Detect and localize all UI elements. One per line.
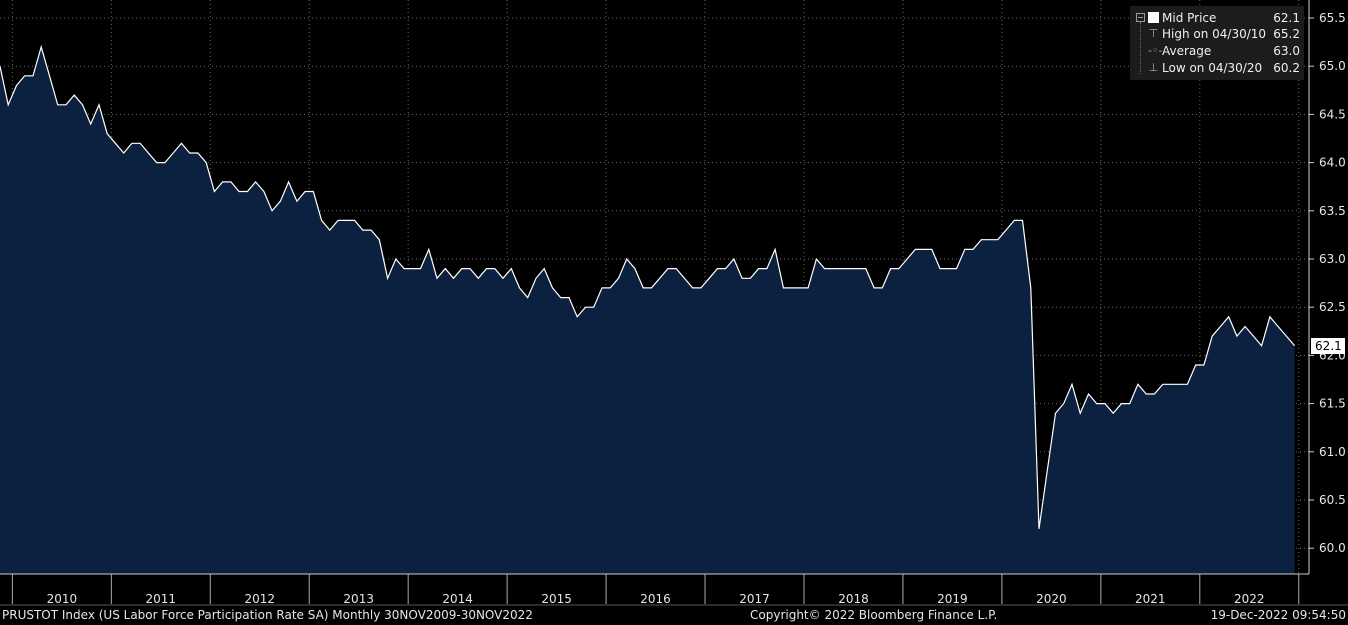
legend-value: 60.2 xyxy=(1273,61,1300,75)
legend-row-average[interactable]: -◦- Average 63.0 xyxy=(1130,43,1304,59)
legend-row-high[interactable]: ⊤ High on 04/30/10 65.2 xyxy=(1130,26,1304,42)
x-tick-label: 2011 xyxy=(146,592,177,606)
y-tick-label: 63.5 xyxy=(1319,204,1346,218)
x-tick-label: 2019 xyxy=(937,592,968,606)
legend-row-mid-price[interactable]: Mid Price 62.1 xyxy=(1130,10,1304,26)
footer: PRUSTOT Index (US Labor Force Participat… xyxy=(0,606,1348,625)
last-value-label: 62.1 xyxy=(1311,337,1345,354)
x-tick-label: 2016 xyxy=(640,592,671,606)
legend-value: 65.2 xyxy=(1273,27,1300,41)
y-tick-label: 63.0 xyxy=(1319,252,1346,266)
legend: Mid Price 62.1 ⊤ High on 04/30/10 65.2 -… xyxy=(1130,6,1304,80)
legend-collapse-icon[interactable] xyxy=(1136,13,1145,22)
y-tick-label: 62.5 xyxy=(1319,300,1346,314)
mid-price-area xyxy=(0,46,1295,574)
x-tick-label: 2017 xyxy=(739,592,770,606)
x-tick-label: 2014 xyxy=(442,592,473,606)
legend-label: Average xyxy=(1162,44,1212,58)
legend-value: 62.1 xyxy=(1273,11,1300,25)
footer-copyright: Copyright© 2022 Bloomberg Finance L.P. xyxy=(750,608,998,622)
y-tick-label: 65.5 xyxy=(1319,11,1346,25)
x-tick-label: 2018 xyxy=(838,592,869,606)
y-axis: 65.565.064.564.063.563.062.562.061.561.0… xyxy=(1308,0,1346,574)
legend-label: Mid Price xyxy=(1162,11,1217,25)
y-tick-label: 61.0 xyxy=(1319,445,1346,459)
legend-value: 63.0 xyxy=(1273,44,1300,58)
low-marker-icon: ⊥ xyxy=(1148,61,1159,74)
x-tick-label: 2013 xyxy=(343,592,374,606)
high-marker-icon: ⊤ xyxy=(1148,27,1159,40)
y-tick-label: 60.5 xyxy=(1319,493,1346,507)
y-tick-label: 60.0 xyxy=(1319,541,1346,555)
y-tick-label: 61.5 xyxy=(1319,397,1346,411)
y-tick-label: 64.0 xyxy=(1319,156,1346,170)
participation-rate-chart: 65.565.064.564.063.563.062.562.061.561.0… xyxy=(0,0,1348,606)
x-tick-label: 2022 xyxy=(1234,592,1265,606)
x-tick-label: 2015 xyxy=(541,592,572,606)
legend-label: Low on 04/30/20 xyxy=(1162,61,1263,75)
x-tick-label: 2012 xyxy=(244,592,275,606)
x-axis: 2010 2011 2012 2013 2014 2015 2016 2017 2018 2019… xyxy=(0,573,1348,606)
y-tick-label: 64.5 xyxy=(1319,107,1346,121)
footer-security-description: PRUSTOT Index (US Labor Force Participat… xyxy=(2,608,533,622)
legend-row-low[interactable]: ⊥ Low on 04/30/20 60.2 xyxy=(1130,60,1304,76)
x-tick-label: 2021 xyxy=(1135,592,1166,606)
legend-label: High on 04/30/10 xyxy=(1162,27,1267,41)
footer-timestamp: 19-Dec-2022 09:54:50 xyxy=(1210,608,1346,622)
x-tick-label: 2020 xyxy=(1036,592,1067,606)
average-marker-icon: -◦- xyxy=(1148,44,1163,57)
legend-tree-line xyxy=(1140,22,1142,74)
white-square-icon xyxy=(1148,12,1159,23)
x-tick-label: 2010 xyxy=(47,592,78,606)
y-tick-label: 65.0 xyxy=(1319,59,1346,73)
mid-price-line xyxy=(0,44,1296,529)
